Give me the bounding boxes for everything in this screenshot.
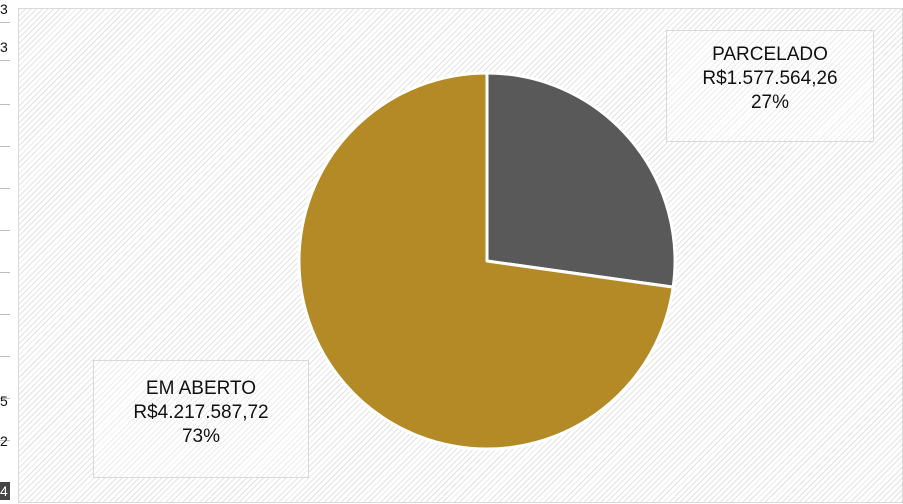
cell-divider [0,22,10,23]
pie-slice-parcelado[interactable] [485,71,677,289]
slice-value-label: R$1.577.564,26 [702,68,838,89]
data-label-parcelado[interactable]: PARCELADO R$1.577.564,26 27% [666,30,874,142]
pie-chart [297,71,677,451]
slice-percent-label: 27% [750,92,790,113]
slice-name-label: EM ABERTO [145,378,257,399]
clipped-cell-selected: 4 [0,482,10,500]
cell-divider [0,314,10,315]
slice-percent-label: 73% [181,426,221,447]
cell-divider [0,60,10,61]
cell-divider [0,104,10,105]
clipped-cell-text: 2 [0,433,8,449]
cell-divider [0,146,10,147]
data-label-em-aberto[interactable]: EM ABERTO R$4.217.587,72 73% [93,360,309,478]
cell-divider [0,230,10,231]
cell-divider [0,272,10,273]
clipped-sheet-edge: 3 3 5 2 4 [0,0,18,503]
slice-value-label: R$4.217.587,72 [133,402,269,423]
clipped-cell-text: 3 [0,39,8,55]
cell-divider [0,356,10,357]
cell-divider [0,188,10,189]
clipped-cell-text: 5 [0,393,8,409]
cell-divider [0,440,10,441]
slice-name-label: PARCELADO [712,44,828,65]
pie-slice-em-aberto[interactable] [297,71,675,451]
clipped-cell-text: 3 [0,1,8,17]
cell-divider [0,398,10,399]
